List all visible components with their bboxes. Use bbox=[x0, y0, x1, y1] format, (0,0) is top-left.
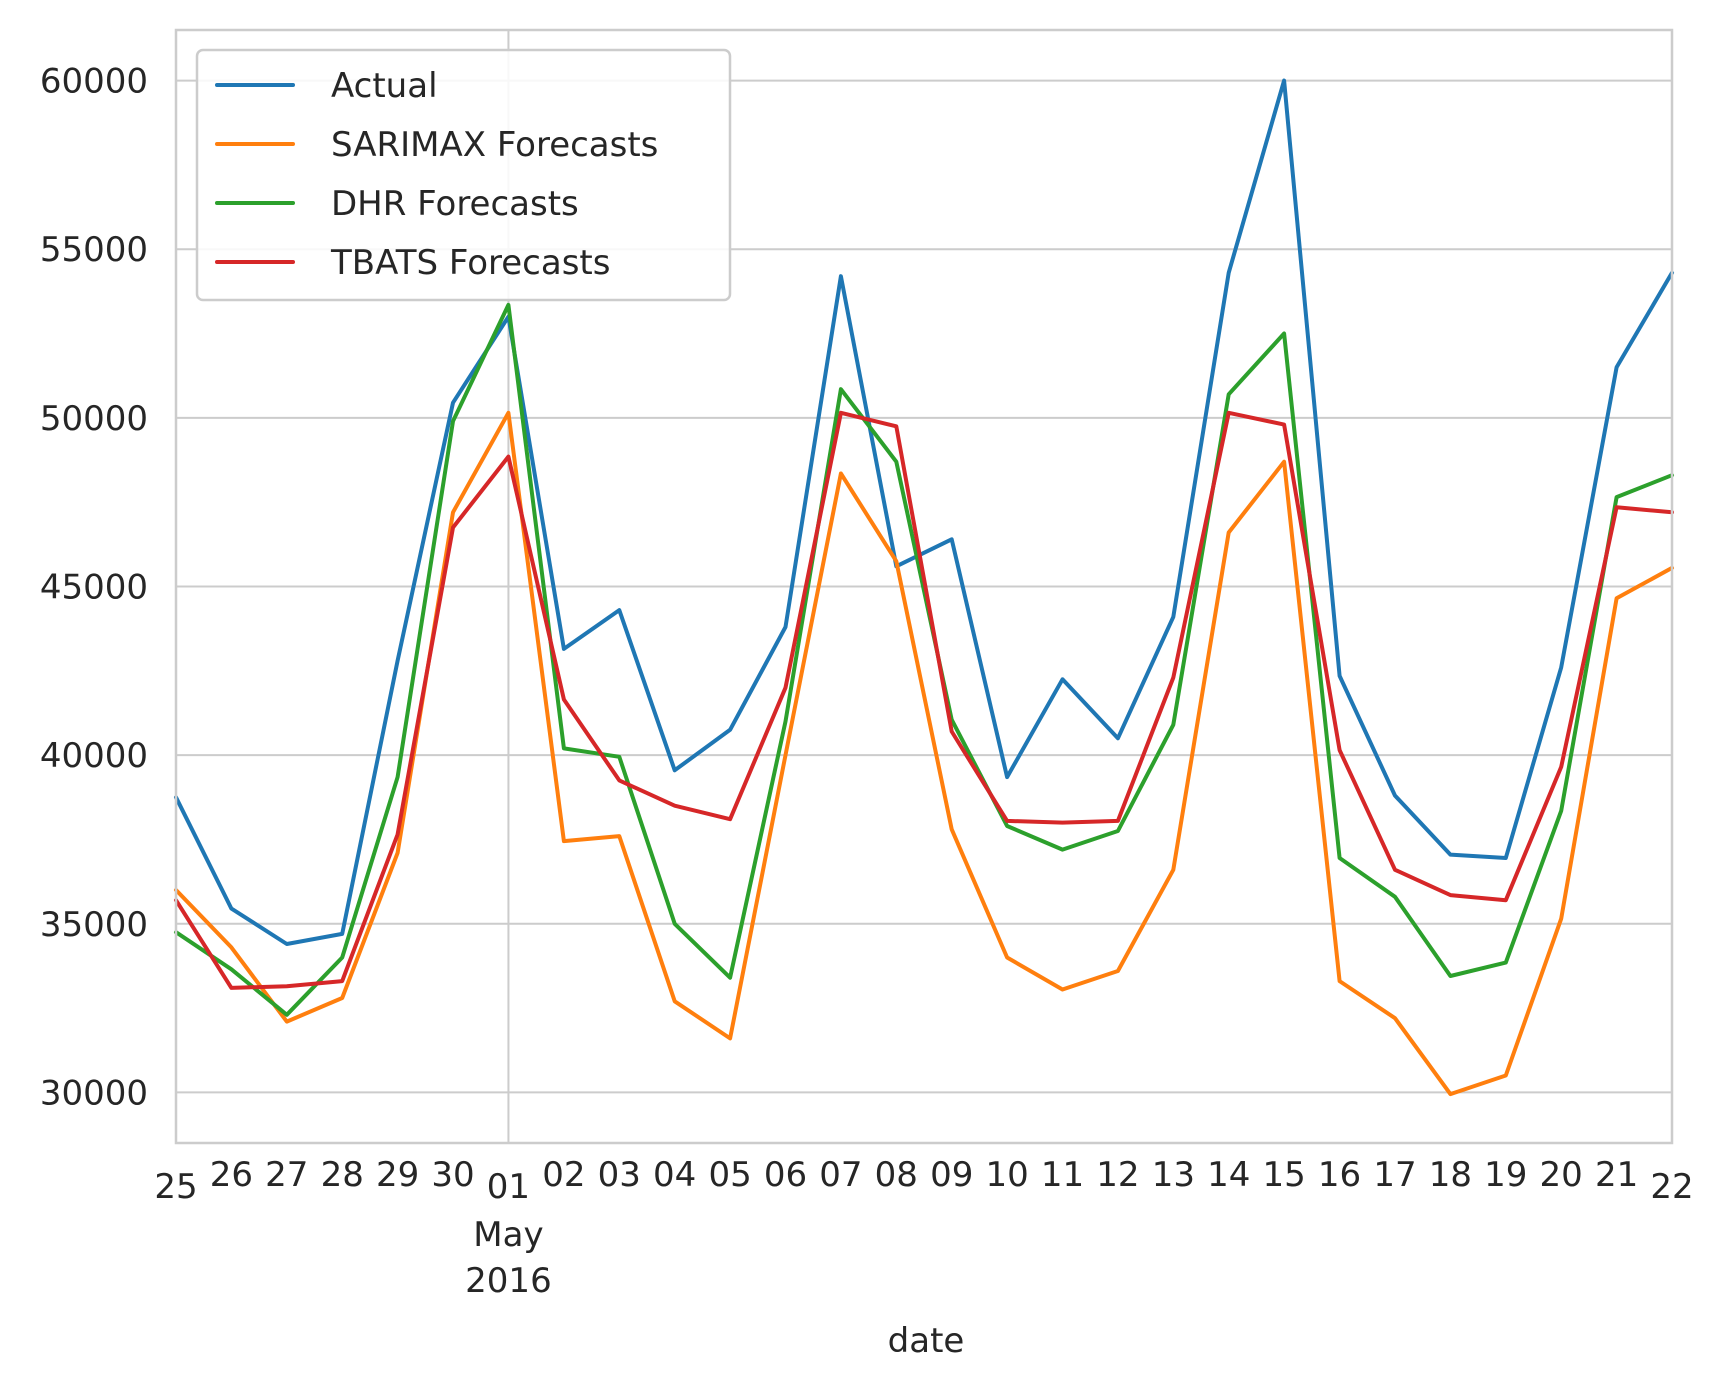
x-tick-label: 08 bbox=[875, 1155, 918, 1195]
legend-label: TBATS Forecasts bbox=[330, 243, 610, 283]
series-line-actual bbox=[174, 78, 1674, 946]
y-tick-label: 40000 bbox=[40, 736, 148, 776]
x-tick-label: 01 bbox=[487, 1167, 530, 1207]
series-line-tbats-forecasts bbox=[174, 410, 1674, 990]
x-axis-tick-labels: 25 26 27 28 29 30 01 02 03 04 05 06 07 08 09 10 11 12 13 14… bbox=[154, 1155, 1693, 1301]
x-tick-label: 10 bbox=[985, 1155, 1028, 1195]
x-tick-label: 07 bbox=[819, 1155, 862, 1195]
x-tick-label: 04 bbox=[653, 1155, 696, 1195]
legend-label: Actual bbox=[331, 66, 438, 106]
y-axis-tick-labels: 30000 35000 40000 45000 50000 55000 60000 bbox=[40, 62, 148, 1114]
x-tick-label: 25 bbox=[154, 1167, 197, 1207]
x-tick-label: 19 bbox=[1484, 1155, 1527, 1195]
x-tick-label: 11 bbox=[1041, 1155, 1084, 1195]
x-tick-year-label: 2016 bbox=[465, 1261, 552, 1301]
x-axis-title: date bbox=[888, 1321, 965, 1361]
legend-label: DHR Forecasts bbox=[331, 184, 579, 224]
series-line-dhr-forecasts bbox=[174, 302, 1674, 1017]
series-lines bbox=[174, 78, 1674, 1097]
legend-label: SARIMAX Forecasts bbox=[331, 125, 658, 165]
x-tick-label: 16 bbox=[1318, 1155, 1361, 1195]
y-tick-label: 50000 bbox=[40, 399, 148, 439]
y-tick-label: 30000 bbox=[40, 1073, 148, 1113]
x-tick-label: 20 bbox=[1540, 1155, 1583, 1195]
x-tick-label: 14 bbox=[1207, 1155, 1250, 1195]
x-tick-label: 05 bbox=[708, 1155, 751, 1195]
x-tick-label: 15 bbox=[1263, 1155, 1306, 1195]
x-tick-label: 21 bbox=[1595, 1155, 1638, 1195]
x-tick-label: 27 bbox=[265, 1155, 308, 1195]
x-tick-label: 17 bbox=[1373, 1155, 1416, 1195]
x-tick-label: 26 bbox=[210, 1155, 253, 1195]
x-tick-label: 30 bbox=[431, 1155, 474, 1195]
x-tick-label: 13 bbox=[1152, 1155, 1195, 1195]
y-tick-label: 55000 bbox=[40, 230, 148, 270]
x-tick-month-label: May bbox=[473, 1215, 543, 1255]
x-tick-label: 22 bbox=[1650, 1167, 1693, 1207]
x-tick-label: 18 bbox=[1429, 1155, 1472, 1195]
x-tick-label: 06 bbox=[764, 1155, 807, 1195]
x-tick-label: 29 bbox=[376, 1155, 419, 1195]
legend-box bbox=[195, 48, 732, 302]
y-tick-label: 35000 bbox=[40, 905, 148, 945]
x-tick-label: 03 bbox=[598, 1155, 641, 1195]
x-tick-label: 12 bbox=[1096, 1155, 1139, 1195]
plot-frame bbox=[174, 28, 1674, 1145]
y-tick-label: 45000 bbox=[40, 568, 148, 608]
legend: Actual SARIMAX Forecasts DHR Forecasts TBAT… bbox=[195, 48, 732, 302]
y-tick-label: 60000 bbox=[40, 62, 148, 102]
x-tick-label: 02 bbox=[542, 1155, 585, 1195]
x-tick-label: 28 bbox=[321, 1155, 364, 1195]
x-tick-label: 09 bbox=[930, 1155, 973, 1195]
